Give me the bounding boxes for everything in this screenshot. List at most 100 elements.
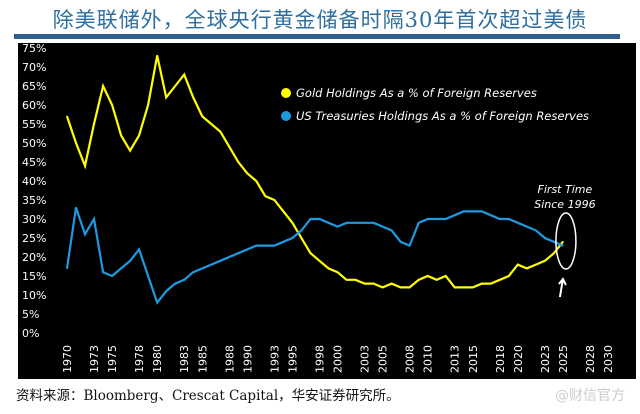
data-point xyxy=(246,172,249,175)
x-tick-label: 1993 xyxy=(268,345,281,373)
arrow-icon xyxy=(558,277,567,298)
data-point xyxy=(499,279,501,281)
data-point xyxy=(453,214,456,216)
data-point xyxy=(111,275,113,277)
y-tick-label: 5% xyxy=(22,308,39,321)
data-point xyxy=(318,260,321,262)
x-tick-label: 1970 xyxy=(61,345,74,373)
source-note: 资料来源：Bloomberg、Crescat Capital，华安证券研究所。 xyxy=(16,388,400,404)
data-point xyxy=(156,301,158,304)
data-point xyxy=(219,260,222,262)
x-tick-label: 2025 xyxy=(557,345,570,373)
y-tick-label: 20% xyxy=(22,251,46,264)
data-point xyxy=(399,241,402,243)
data-point xyxy=(526,225,528,228)
data-point xyxy=(156,54,158,57)
x-tick-label: 2030 xyxy=(602,345,615,373)
x-tick-label: 1995 xyxy=(286,345,299,373)
x-tick-label: 1983 xyxy=(178,345,191,373)
data-point xyxy=(471,210,474,213)
data-point xyxy=(93,123,95,125)
data-point xyxy=(489,282,492,285)
data-point xyxy=(183,279,186,281)
data-point xyxy=(526,267,528,270)
legend-label: Gold Holdings As a % of Foreign Reserves xyxy=(296,86,537,100)
data-point xyxy=(210,123,213,125)
data-point xyxy=(201,267,204,270)
data-point xyxy=(363,282,366,285)
data-point xyxy=(228,256,231,258)
data-point xyxy=(102,85,104,87)
data-point xyxy=(354,222,357,224)
data-point xyxy=(426,218,429,220)
data-point xyxy=(417,222,420,224)
data-point xyxy=(544,260,546,262)
data-point xyxy=(444,275,447,277)
data-point xyxy=(183,73,186,76)
y-tick-label: 15% xyxy=(22,270,46,283)
data-point xyxy=(138,134,140,137)
y-tick-label: 40% xyxy=(22,175,46,188)
data-point xyxy=(210,263,213,266)
data-point xyxy=(84,165,86,167)
data-point xyxy=(417,279,420,281)
data-point xyxy=(444,218,447,220)
data-point xyxy=(300,229,303,232)
data-point xyxy=(508,218,510,220)
data-point xyxy=(309,252,312,254)
annotation-text: Since 1996 xyxy=(534,198,595,211)
page-title: 除美联储外，全球央行黄金储备时隔30年首次超过美债 xyxy=(52,8,588,32)
data-point xyxy=(336,225,339,228)
x-tick-label: 2028 xyxy=(584,345,597,373)
annotation-text: First Time xyxy=(538,183,593,196)
data-point xyxy=(390,229,393,232)
data-point xyxy=(381,225,384,228)
x-tick-label: 1978 xyxy=(133,345,146,373)
x-tick-label: 2020 xyxy=(512,345,525,373)
data-point xyxy=(282,210,285,213)
x-tick-label: 2003 xyxy=(359,345,372,373)
data-point xyxy=(192,271,195,273)
data-point xyxy=(228,146,231,148)
data-point xyxy=(147,275,149,277)
x-tick-label: 2000 xyxy=(332,345,345,373)
y-tick-label: 60% xyxy=(22,99,46,112)
data-point xyxy=(327,267,330,270)
data-point xyxy=(562,244,564,247)
legend-marker xyxy=(281,111,291,121)
data-point xyxy=(255,244,258,247)
x-tick-label: 2008 xyxy=(404,345,417,373)
data-point xyxy=(471,286,474,289)
data-point xyxy=(102,271,104,273)
data-point xyxy=(363,222,366,224)
data-point xyxy=(562,241,564,243)
data-point xyxy=(147,104,149,106)
data-point xyxy=(291,237,294,239)
data-point xyxy=(84,233,86,235)
data-point xyxy=(435,279,438,281)
data-point xyxy=(273,244,276,247)
data-point xyxy=(553,252,555,254)
data-point xyxy=(201,115,204,118)
watermark: @财信官方 xyxy=(555,388,625,404)
data-point xyxy=(517,222,519,224)
data-point xyxy=(462,286,465,289)
data-point xyxy=(174,85,176,87)
data-point xyxy=(300,237,303,239)
data-point xyxy=(489,214,492,216)
data-point xyxy=(174,282,176,285)
data-point xyxy=(237,252,240,254)
plot-background xyxy=(18,43,636,379)
data-point xyxy=(111,104,113,106)
x-tick-label: 2005 xyxy=(377,345,390,373)
x-tick-label: 2013 xyxy=(449,345,462,373)
data-point xyxy=(535,229,537,232)
y-tick-label: 65% xyxy=(22,80,46,93)
data-point xyxy=(66,267,68,270)
data-point xyxy=(192,96,195,99)
data-point xyxy=(354,279,357,281)
data-point xyxy=(273,199,276,201)
x-tick-label: 1985 xyxy=(196,345,209,373)
y-tick-label: 30% xyxy=(22,213,46,226)
x-tick-label: 1975 xyxy=(106,345,119,373)
